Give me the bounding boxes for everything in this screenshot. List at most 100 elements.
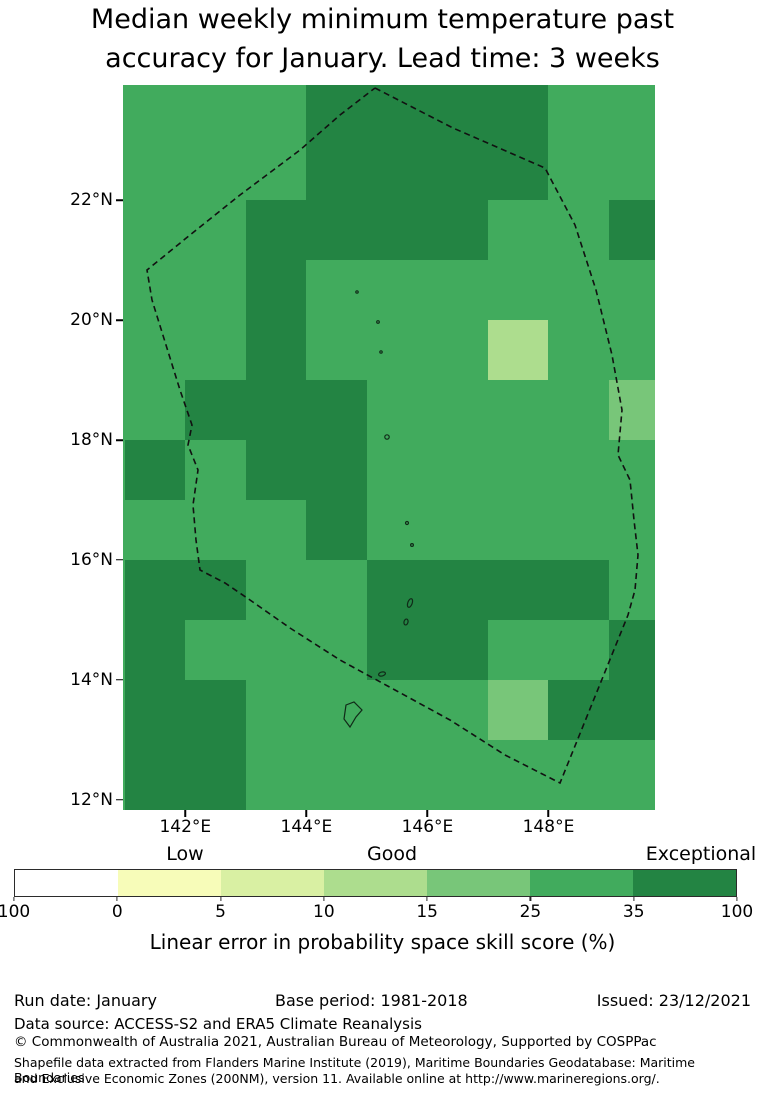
grid-cell — [185, 440, 247, 501]
map — [123, 85, 655, 810]
grid-cell — [306, 559, 368, 621]
grid-cell — [306, 85, 368, 141]
grid-cell — [245, 140, 307, 201]
colorbar-segment — [427, 870, 530, 896]
shapefile-attribution-line2: and Exclusive Economic Zones (200NM), ve… — [14, 1071, 660, 1086]
grid-cell — [124, 260, 186, 321]
grid-cell — [124, 739, 186, 810]
colorbar-segment — [530, 870, 633, 896]
grid-cell — [427, 140, 489, 201]
grid-cell — [366, 140, 428, 201]
grid-cell — [609, 440, 655, 501]
grid-cell — [487, 739, 549, 810]
grid-cell — [487, 140, 549, 201]
y-tick-label: 16°N — [70, 549, 113, 570]
colorbar-segment — [324, 870, 427, 896]
y-tick-label: 18°N — [70, 430, 113, 450]
grid-cell — [306, 140, 368, 201]
grid-cell — [366, 499, 428, 561]
grid-cell — [185, 499, 247, 561]
grid-cell — [548, 499, 610, 561]
grid-cell — [185, 739, 247, 810]
grid-cell — [366, 559, 428, 621]
x-tick-label: 144°E — [280, 817, 333, 837]
grid-cell — [427, 440, 489, 501]
grid-cell — [427, 260, 489, 321]
grid-cell — [245, 320, 307, 381]
grid-cell — [487, 320, 549, 381]
grid-cell — [124, 619, 186, 681]
copyright: © Commonwealth of Australia 2021, Austra… — [14, 1034, 657, 1050]
colorbar-tick-mark — [116, 897, 118, 901]
chart-title: Median weekly minimum temperature past a… — [0, 0, 765, 78]
colorbar-tick-label: 25 — [519, 902, 542, 922]
grid-cell — [245, 440, 307, 501]
grid-cell — [548, 619, 610, 681]
x-tick-mark — [305, 810, 308, 817]
grid-cell — [609, 679, 655, 741]
grid-cell — [185, 140, 247, 201]
grid-cell — [245, 85, 307, 141]
colorbar-tick-mark — [219, 897, 222, 901]
grid-cell — [487, 559, 549, 621]
grid-cell — [306, 679, 368, 741]
y-tick-label: 22°N — [70, 190, 113, 211]
run-date: Run date: January — [14, 991, 157, 1010]
grid-cell — [185, 260, 247, 321]
grid-cell — [548, 320, 610, 381]
grid-cell — [124, 140, 186, 201]
grid-cell — [185, 380, 247, 441]
chart-title-line1: Median weekly minimum temperature past — [90, 4, 675, 35]
grid-cell — [427, 380, 489, 441]
grid-cell — [366, 85, 428, 141]
grid-cell — [609, 559, 655, 621]
grid-cell — [609, 619, 655, 681]
colorbar-tick-label: 10 — [313, 902, 335, 922]
grid-cell — [124, 380, 186, 441]
colorbar-axis-label: Linear error in probability space skill … — [149, 930, 616, 954]
colorbar-tick-mark — [323, 897, 325, 901]
grid-cell — [548, 380, 610, 441]
grid-cell — [609, 260, 655, 321]
grid-cell — [245, 679, 307, 741]
grid-cell — [427, 619, 489, 681]
x-tick-mark — [426, 810, 429, 817]
grid-cell — [124, 440, 186, 501]
grid-cell — [427, 85, 489, 141]
grid-cell — [548, 440, 610, 501]
grid-cell — [306, 260, 368, 321]
grid-cell — [427, 320, 489, 381]
colorbar-segment — [118, 870, 221, 896]
grid-cell — [366, 619, 428, 681]
grid-cell — [306, 380, 368, 441]
grid-cell — [427, 200, 489, 261]
grid-cell — [609, 140, 655, 201]
colorbar-tick-mark — [529, 897, 532, 901]
x-tick-mark — [547, 810, 550, 817]
grid-cell — [487, 440, 549, 501]
grid-cell — [245, 559, 307, 621]
y-tick-mark — [116, 319, 123, 321]
grid-cell — [366, 320, 428, 381]
data-source: Data source: ACCESS-S2 and ERA5 Climate … — [14, 1015, 422, 1033]
y-tick-mark — [116, 799, 123, 801]
grid-cell — [185, 619, 247, 681]
colorbar-tick-label: 5 — [215, 902, 226, 922]
grid-cell — [487, 679, 549, 741]
grid-cell — [609, 200, 655, 261]
x-tick-label: 142°E — [159, 817, 212, 837]
colorbar-label-good: Good — [366, 843, 418, 865]
colorbar-tick-label: 100 — [720, 902, 754, 922]
colorbar-tick-label: 35 — [622, 902, 645, 922]
grid-cell — [306, 200, 368, 261]
colorbar — [14, 869, 737, 897]
grid-cell — [487, 85, 549, 141]
grid-cell — [487, 380, 549, 441]
y-tick-mark — [116, 439, 123, 441]
grid-cell — [366, 440, 428, 501]
grid-cell — [427, 679, 489, 741]
grid-cell — [487, 499, 549, 561]
base-period: Base period: 1981-2018 — [275, 991, 468, 1010]
shapefile-attribution-line1: Shapefile data extracted from Flanders M… — [14, 1055, 695, 1085]
